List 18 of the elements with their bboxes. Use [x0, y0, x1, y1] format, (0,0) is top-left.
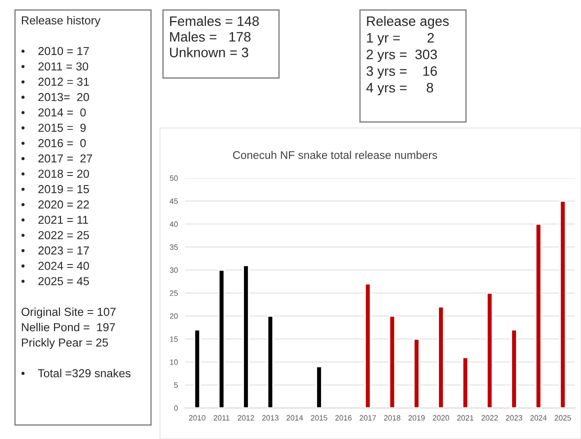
bar: [413, 338, 420, 408]
bar: [266, 315, 274, 408]
bar: [438, 306, 444, 408]
bar: [316, 366, 322, 408]
bar: [242, 264, 250, 408]
text: Release history • 2010 = 17 • 2011 = 30 • 2012 = 31 • 2013= 20 • 2014 = 0 • 2015 = 9 • 2016 = 0 • 2017 = 27 • 2018 = 20 • 2019 = 15 • 2020 = 22 • 2021 = 11 • 2022 = 25 • 2023 = 17 • 2024 = 40 • 2025 = 45 Original Site = 107 Nellie Pond = 197 Prickly Pear = 25 • Total =329 snakes: [21, 16, 130, 378]
text: Females = 148 Males = 178 Unknown = 3: [170, 16, 259, 58]
bar: [218, 269, 225, 408]
bar: [462, 356, 469, 408]
bar: [364, 283, 372, 408]
bar: [510, 329, 518, 408]
chart-title: Conecuh NF snake total release numbers: [233, 150, 438, 159]
bar: [486, 292, 494, 408]
bar: [535, 223, 542, 408]
bar: [194, 329, 201, 408]
bar: [559, 200, 566, 408]
text: Release ages 1 yr = 2 2 yrs = 303 3 yrs = 16 4 yrs = 8: [366, 16, 449, 96]
bar: [388, 315, 396, 408]
